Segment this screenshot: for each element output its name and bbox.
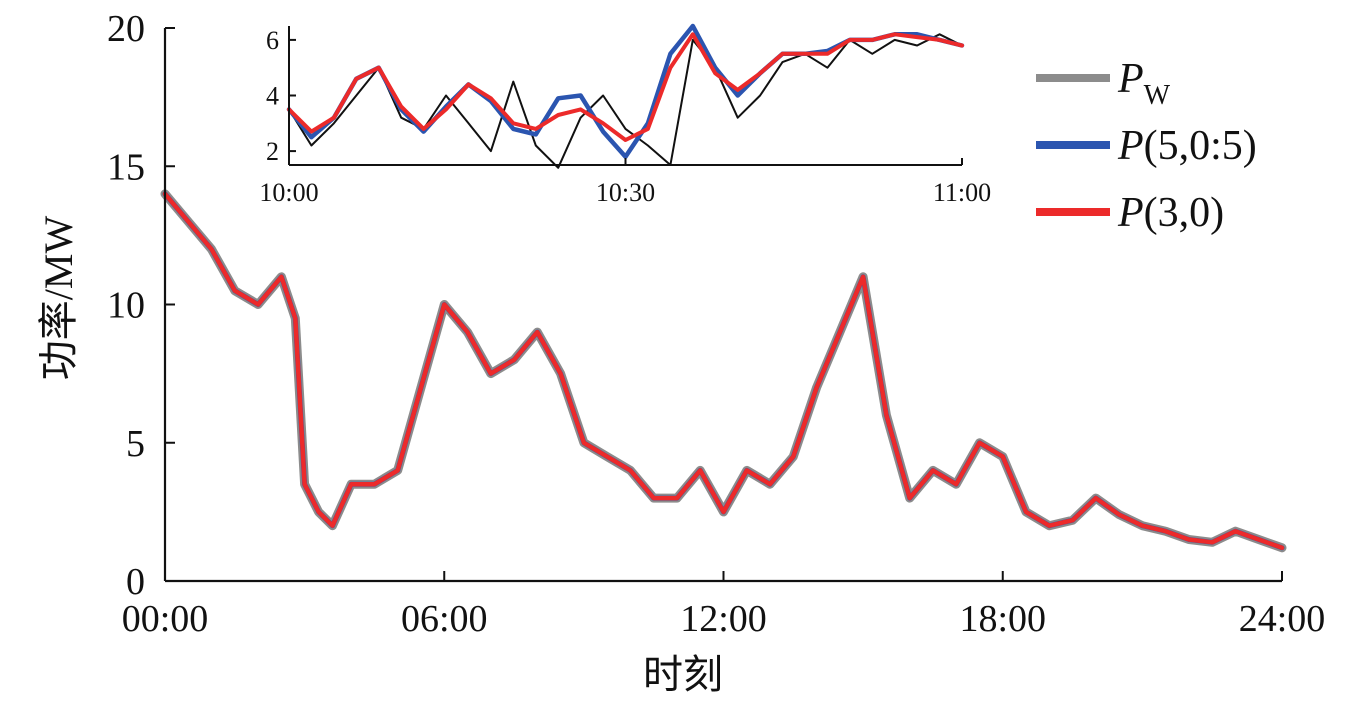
main-x-tick-label: 06:00 (401, 598, 488, 640)
main-plot: 0 5 10 15 20 00:00 06:00 12:00 18:00 24:00 时刻 功率… (36, 8, 1325, 697)
main-series-group (160, 189, 1287, 553)
legend-label: P(5,0:5) (1117, 123, 1257, 169)
main-y-tick-label: 0 (126, 561, 145, 603)
inset-plot: 2 4 6 10:00 10:30 11:00 (259, 23, 991, 207)
legend-label: PW (1117, 56, 1171, 111)
main-x-tick-label: 24:00 (1239, 598, 1326, 640)
x-ticks: 00:00 06:00 12:00 18:00 24:00 (122, 571, 1326, 640)
main-x-tick-label: 00:00 (122, 598, 209, 640)
inset-y-ticks: 2 4 6 (266, 26, 296, 166)
y-ticks: 0 5 10 15 20 (107, 8, 175, 603)
main-y-tick-label: 15 (107, 146, 145, 188)
inset-x-tick-label: 10:00 (259, 178, 318, 207)
main-series-line-pw (160, 189, 1287, 553)
inset-y-tick-label: 4 (266, 82, 279, 111)
inset-series-group (286, 23, 965, 169)
inset-y-tick-label: 2 (266, 137, 279, 166)
inset-y-tick-label: 6 (266, 26, 279, 55)
main-x-tick-label: 18:00 (959, 598, 1046, 640)
legend-label: P(3,0) (1117, 190, 1224, 236)
main-y-tick-label: 10 (107, 285, 145, 327)
inset-x-ticks: 10:00 10:30 11:00 (259, 158, 991, 207)
inset-x-tick-label: 11:00 (933, 178, 991, 207)
main-series-line-p-5-0-5- (162, 191, 1285, 551)
main-y-tick-label: 5 (126, 423, 145, 465)
main-x-tick-label: 12:00 (680, 598, 767, 640)
legend: PW P(5,0:5) P(3,0) (1036, 56, 1257, 236)
x-axis-label: 时刻 (643, 652, 723, 697)
main-series-line-p-3-0- (162, 191, 1285, 551)
main-y-tick-label: 20 (107, 8, 145, 50)
y-axis-label: 功率/MW (36, 216, 81, 381)
inset-series-line-p-3-0- (287, 32, 964, 142)
inset-x-tick-label: 10:30 (596, 178, 655, 207)
